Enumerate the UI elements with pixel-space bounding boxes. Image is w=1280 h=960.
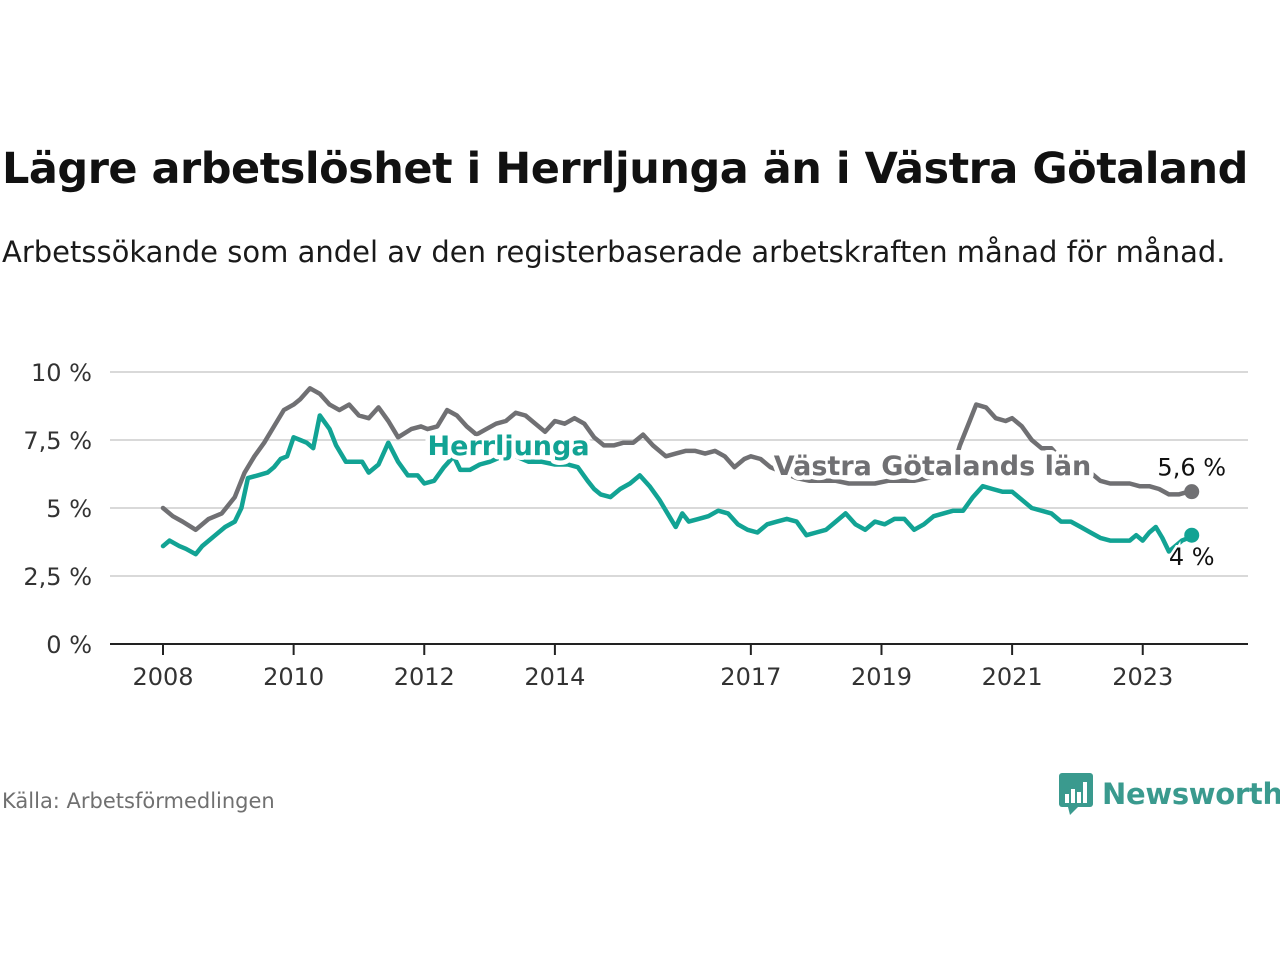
series-line-vastra <box>160 386 1194 533</box>
x-tick-label: 2019 <box>851 663 912 691</box>
series-line-herrljunga <box>160 413 1194 557</box>
x-tick-label: 2017 <box>720 663 781 691</box>
chart-title: Lägre arbetslöshet i Herrljunga än i Väs… <box>2 144 1248 194</box>
series-end-dot-vastra <box>1184 484 1200 500</box>
series-label-vastra: Västra Götalands län <box>774 451 1092 482</box>
series-label-herrljunga: Herrljunga <box>428 431 590 462</box>
x-axis-ticks: 2008 2010 2012 2014 2017 2019 2021 2023 <box>132 644 1173 691</box>
x-tick-label: 2014 <box>524 663 585 691</box>
y-tick-label: 5 % <box>46 495 92 523</box>
end-value-label-vastra: 5,6 % <box>1157 454 1226 482</box>
y-tick-label: 10 % <box>31 359 92 387</box>
series-end-dot-herrljunga <box>1184 527 1200 543</box>
series-lines <box>160 386 1200 557</box>
end-value-label-herrljunga: 4 % <box>1169 543 1215 571</box>
chart-subtitle: Arbetssökande som andel av den registerb… <box>2 235 1226 269</box>
y-tick-label: 2,5 % <box>23 563 92 591</box>
x-tick-label: 2023 <box>1112 663 1173 691</box>
series-labels: Herrljunga Västra Götalands län 5,6 % 4 % <box>423 426 1229 573</box>
source-note: Källa: Arbetsförmedlingen <box>2 789 275 813</box>
y-tick-label: 7,5 % <box>23 427 92 455</box>
line-chart: 0 % 2,5 % 5 % 7,5 % 10 % 2008 2010 2012 2014 201… <box>23 359 1248 691</box>
x-tick-label: 2010 <box>263 663 324 691</box>
brand-logo: Newsworthy <box>1058 772 1280 816</box>
x-tick-label: 2012 <box>394 663 455 691</box>
brand-name: Newsworthy <box>1102 777 1280 811</box>
x-tick-label: 2008 <box>132 663 193 691</box>
x-tick-label: 2021 <box>982 663 1043 691</box>
y-tick-label: 0 % <box>46 631 92 659</box>
y-axis-ticks: 0 % 2,5 % 5 % 7,5 % 10 % <box>23 359 92 659</box>
newsworthy-logo-icon <box>1059 773 1093 815</box>
